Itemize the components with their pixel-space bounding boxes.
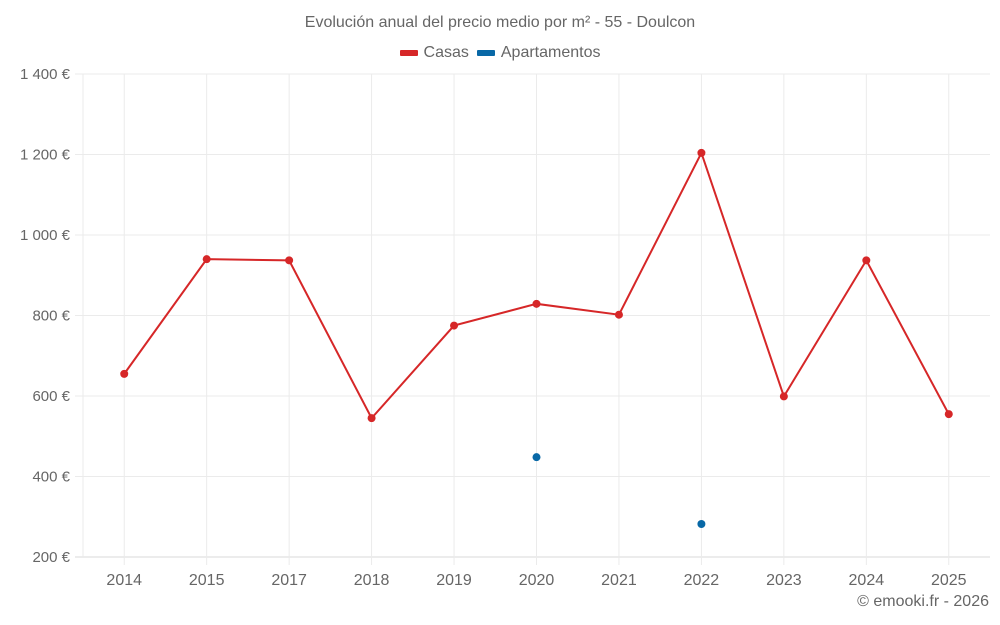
y-tick-label: 800 € (32, 308, 70, 325)
x-tick-label: 2020 (519, 572, 555, 589)
data-point-casas[interactable] (862, 256, 871, 265)
data-point-casas[interactable] (697, 148, 706, 157)
data-point-apartamentos[interactable] (532, 453, 541, 462)
data-point-casas[interactable] (367, 414, 376, 423)
x-tick-label: 2014 (106, 572, 142, 589)
y-tick-label: 200 € (32, 549, 70, 566)
y-tick-label: 400 € (32, 469, 70, 486)
data-point-apartamentos[interactable] (697, 519, 706, 528)
x-tick-label: 2015 (189, 572, 225, 589)
y-tick-label: 1 200 € (20, 147, 71, 164)
x-tick-label: 2023 (766, 572, 802, 589)
data-point-casas[interactable] (120, 369, 129, 378)
x-tick-label: 2017 (271, 572, 307, 589)
data-point-casas[interactable] (944, 410, 953, 419)
data-point-casas[interactable] (202, 255, 211, 264)
x-tick-label: 2019 (436, 572, 472, 589)
data-point-casas[interactable] (285, 256, 294, 265)
x-tick-label: 2024 (849, 572, 885, 589)
legend-item-casas[interactable]: Casas (399, 44, 469, 62)
x-tick-label: 2021 (601, 572, 637, 589)
legend: Casas Apartamentos (0, 44, 1000, 62)
credit: © emooki.fr - 2026 (857, 593, 989, 610)
y-tick-label: 600 € (32, 388, 70, 405)
data-point-casas[interactable] (779, 392, 788, 401)
y-tick-label: 1 000 € (20, 227, 71, 244)
apartamentos-swatch-icon (476, 50, 495, 56)
chart-title: Evolución anual del precio medio por m² … (304, 14, 696, 31)
data-point-casas[interactable] (450, 321, 459, 330)
casas-swatch-icon (399, 50, 418, 56)
data-point-casas[interactable] (532, 299, 541, 308)
x-tick-label: 2018 (354, 572, 390, 589)
x-tick-label: 2022 (684, 572, 720, 589)
legend-label: Casas (423, 44, 469, 61)
legend-label: Apartamentos (500, 44, 601, 61)
legend-item-apartamentos[interactable]: Apartamentos (476, 44, 601, 62)
y-tick-label: 1 400 € (20, 66, 71, 83)
x-tick-label: 2025 (931, 572, 967, 589)
data-point-casas[interactable] (614, 310, 623, 319)
